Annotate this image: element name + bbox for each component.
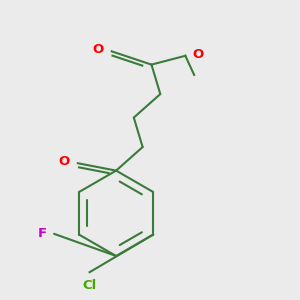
Text: O: O <box>92 43 103 56</box>
Text: Cl: Cl <box>82 279 97 292</box>
Text: O: O <box>192 48 203 61</box>
Text: F: F <box>38 227 46 240</box>
Text: O: O <box>58 155 69 168</box>
